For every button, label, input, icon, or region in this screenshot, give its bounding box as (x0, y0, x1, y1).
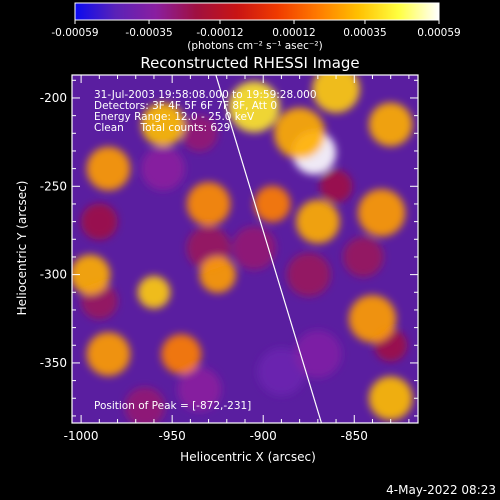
x-tick-label: -1000 (64, 429, 99, 443)
x-axis-label: Heliocentric X (arcsec) (180, 450, 316, 464)
axis-ticks: -1000 -950 -900 -850 -200 -250 -300 -350 (40, 75, 418, 443)
cold-spot (343, 236, 384, 277)
cold-spot (257, 348, 306, 396)
hot-spot (274, 107, 326, 159)
y-axis-label: Heliocentric Y (arcsec) (15, 181, 29, 316)
y-tick-label: -200 (40, 91, 67, 105)
hot-spot (161, 334, 202, 375)
colorbar-tick-label: -0.00012 (196, 27, 243, 39)
colorbar-gradient (74, 2, 440, 21)
hot-spot (368, 102, 413, 147)
hot-spot (348, 295, 397, 343)
colorbar-tick-label: 0.00012 (272, 27, 315, 39)
cold-spot (286, 252, 331, 297)
annotation-time-range: 31-Jul-2003 19:58:08.000 to 19:59:28.000 (94, 89, 317, 101)
x-tick-label: -900 (250, 429, 277, 443)
hot-spot (312, 75, 360, 113)
chart-title: Reconstructed RHESSI Image (140, 54, 359, 72)
colorbar-unit-label: (photons cm⁻² s⁻¹ asec⁻²) (187, 40, 322, 52)
render-timestamp: 4-May-2022 08:23 (386, 483, 496, 497)
hot-spot (357, 189, 406, 237)
y-tick-label: -300 (40, 268, 67, 282)
colorbar-tick-label: -0.00059 (51, 27, 98, 39)
cold-spot (141, 146, 185, 191)
colorbar-tick-label: -0.00035 (125, 27, 172, 39)
colorbar-tick-label: 0.00035 (343, 27, 386, 39)
hot-spot (86, 332, 131, 376)
solar-limb-line (215, 75, 323, 423)
cold-spot (181, 115, 218, 152)
annotation-energy-range: Energy Range: 12.0 - 25.0 keV (94, 111, 255, 123)
x-tick-label: -850 (341, 429, 368, 443)
cold-spot (177, 367, 222, 412)
x-tick-label: -950 (159, 429, 186, 443)
colorbar: -0.00059 -0.00035 -0.00012 0.00012 0.00035 0.… (51, 2, 461, 52)
colorbar-tick-label: 0.00059 (417, 27, 460, 39)
hot-spot (141, 102, 185, 147)
cold-spot (124, 387, 165, 423)
hot-spot (137, 275, 171, 309)
heatmap (72, 75, 413, 423)
hot-spot (368, 376, 413, 421)
hot-spot (228, 81, 280, 133)
annotation-clean-counts: Clean Total counts: 629 (94, 122, 230, 134)
hot-spot (186, 182, 231, 226)
y-tick-label: -250 (40, 179, 67, 193)
hot-spot (86, 146, 131, 191)
y-tick-label: -350 (40, 356, 67, 370)
hot-spot (72, 254, 111, 295)
peak-position-label: Position of Peak = [-872,-231] (94, 400, 251, 412)
hot-spot (295, 199, 340, 244)
annotation-detectors: Detectors: 3F 4F 5F 6F 7F 8F, Att 0 (94, 100, 277, 112)
plot-area: -1000 -950 -900 -850 -200 -250 -300 -350 31-Jul… (40, 74, 419, 443)
colorbar-ticks: -0.00059 -0.00035 -0.00012 0.00012 0.00035 0.… (51, 20, 461, 39)
cold-spot (319, 169, 353, 203)
hot-spot (199, 256, 236, 293)
cold-spot (294, 330, 342, 378)
cold-spot (232, 226, 276, 270)
cold-spot (81, 203, 118, 240)
hot-spot (254, 185, 291, 223)
observation-annotations: 31-Jul-2003 19:58:08.000 to 19:59:28.000… (94, 89, 317, 134)
